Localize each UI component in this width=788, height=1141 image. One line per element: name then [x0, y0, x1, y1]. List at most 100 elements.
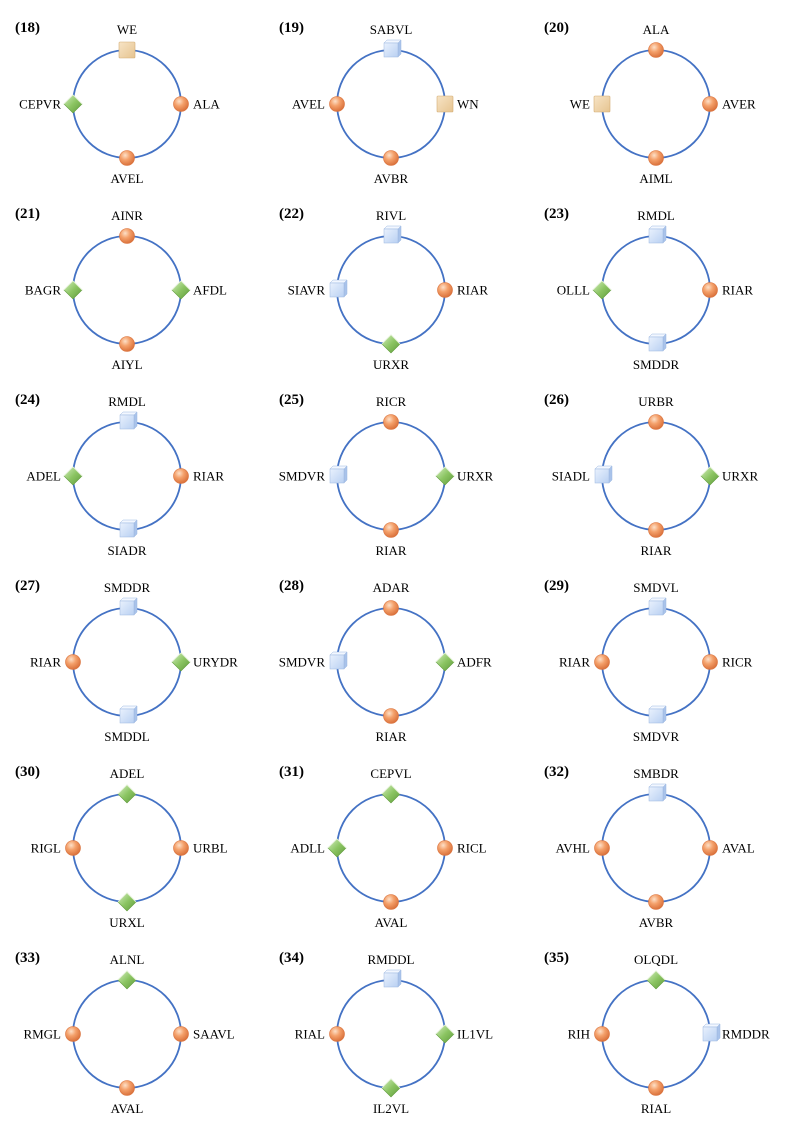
- motif-node: URXL: [109, 892, 145, 930]
- motif-node: WE: [570, 95, 611, 113]
- panel-number: (25): [279, 392, 304, 408]
- motif-node: URBR: [638, 394, 674, 430]
- diamond-node-icon: [435, 466, 455, 486]
- panel-number: (18): [15, 20, 40, 36]
- motif-node: RMDL: [637, 208, 675, 244]
- diamond-highlight: [117, 892, 137, 903]
- motif-node: ADAR: [373, 580, 410, 616]
- diamond-node-icon: [117, 892, 137, 912]
- motif-panel: (19) SABVL WN AVBR AVEL: [279, 20, 479, 186]
- panel-number: (33): [15, 950, 40, 966]
- cube-node-icon: [648, 333, 667, 352]
- sphere-node-icon: [119, 1080, 135, 1096]
- node-label: ADLL: [290, 841, 325, 856]
- node-label: ADFR: [457, 655, 492, 670]
- diamond-highlight: [117, 970, 137, 981]
- sphere-node-icon: [702, 840, 718, 856]
- node-label: AVAL: [111, 1101, 144, 1116]
- motif-node: URBL: [173, 840, 228, 856]
- motif-panel: (22) RIVL RIAR URXR SIAVR: [279, 206, 488, 372]
- motif-node: AVAL: [702, 840, 755, 856]
- sphere-node-icon: [173, 840, 189, 856]
- node-label: WN: [457, 97, 479, 112]
- diamond-highlight: [171, 652, 191, 663]
- node-label: URBL: [193, 841, 228, 856]
- motif-node: AVAL: [375, 894, 407, 930]
- node-label: URBR: [638, 394, 674, 409]
- motif-node: CEPVL: [370, 766, 412, 804]
- motif-node: SAAVL: [173, 1026, 235, 1042]
- panel-number: (24): [15, 392, 40, 408]
- panel-number: (28): [279, 578, 304, 594]
- motif-node: RMDDR: [702, 1023, 770, 1042]
- ring-edge: [72, 49, 182, 159]
- motif-node: AINR: [111, 208, 143, 244]
- motif-node: ADFR: [435, 652, 492, 672]
- diamond-highlight: [435, 652, 455, 663]
- motif-node: SMBDR: [633, 766, 679, 802]
- motif-node: SIAVR: [288, 279, 348, 298]
- sphere-node-icon: [437, 282, 453, 298]
- motif-node: AVHL: [556, 840, 610, 856]
- ring-edge: [336, 793, 446, 903]
- node-label: RIAR: [457, 283, 488, 298]
- cube-node-icon: [383, 225, 402, 244]
- node-label: URYDR: [193, 655, 238, 670]
- motif-panel: (35) OLQDL RMDDR RIAL RIH: [544, 950, 770, 1116]
- diamond-node-icon: [327, 838, 347, 858]
- diamond-highlight: [381, 784, 401, 795]
- motif-node: SMDDR: [104, 580, 150, 616]
- motif-node: RIH: [568, 1026, 610, 1042]
- sphere-node-icon: [594, 1026, 610, 1042]
- diamond-node-icon: [63, 280, 83, 300]
- node-label: SIADR: [107, 543, 146, 558]
- ring-edge: [72, 979, 182, 1089]
- motif-node: RIAL: [295, 1026, 345, 1042]
- sphere-node-icon: [648, 894, 664, 910]
- cube-node-icon: [119, 597, 138, 616]
- node-label: RMDL: [108, 394, 146, 409]
- diamond-node-icon: [63, 466, 83, 486]
- panel-number: (30): [15, 764, 40, 780]
- motif-node: ADLL: [290, 838, 347, 858]
- motif-panel: (33) ALNL SAAVL AVAL RMGL: [15, 950, 235, 1116]
- node-label: SMDDR: [633, 357, 680, 372]
- diamond-node-icon: [171, 280, 191, 300]
- node-label: RIAR: [375, 729, 406, 744]
- panel-number: (29): [544, 578, 569, 594]
- sphere-node-icon: [119, 336, 135, 352]
- motif-node: URXR: [435, 466, 493, 486]
- node-label: RICL: [457, 841, 487, 856]
- motif-node: AVEL: [292, 96, 345, 112]
- panel-number: (26): [544, 392, 569, 408]
- node-label: SMBDR: [633, 766, 679, 781]
- diamond-node-icon: [646, 970, 666, 990]
- node-label: RIAR: [375, 543, 406, 558]
- motif-node: RIAR: [559, 654, 610, 670]
- motif-node: RMDDL: [368, 952, 415, 988]
- motif-node: OLLL: [557, 280, 612, 300]
- motif-node: SMDDR: [633, 333, 680, 372]
- motif-node: RIAL: [641, 1080, 671, 1116]
- diamond-node-icon: [117, 970, 137, 990]
- motif-node: RIAR: [30, 654, 81, 670]
- sphere-node-icon: [702, 654, 718, 670]
- motif-node: RIGL: [31, 840, 81, 856]
- diamond-highlight: [646, 970, 666, 981]
- sphere-node-icon: [383, 522, 399, 538]
- node-label: RIGL: [31, 841, 61, 856]
- cube-node-icon: [648, 783, 667, 802]
- node-label: WE: [117, 22, 137, 37]
- node-label: WE: [570, 97, 590, 112]
- node-label: SMDVR: [279, 469, 326, 484]
- node-label: ALA: [193, 97, 220, 112]
- sphere-node-icon: [383, 600, 399, 616]
- sphere-node-icon: [594, 840, 610, 856]
- motif-node: SABVL: [370, 22, 412, 58]
- panel-number: (32): [544, 764, 569, 780]
- diamond-node-icon: [381, 784, 401, 804]
- cube-node-icon: [648, 597, 667, 616]
- diamond-highlight: [63, 94, 83, 105]
- sphere-node-icon: [437, 840, 453, 856]
